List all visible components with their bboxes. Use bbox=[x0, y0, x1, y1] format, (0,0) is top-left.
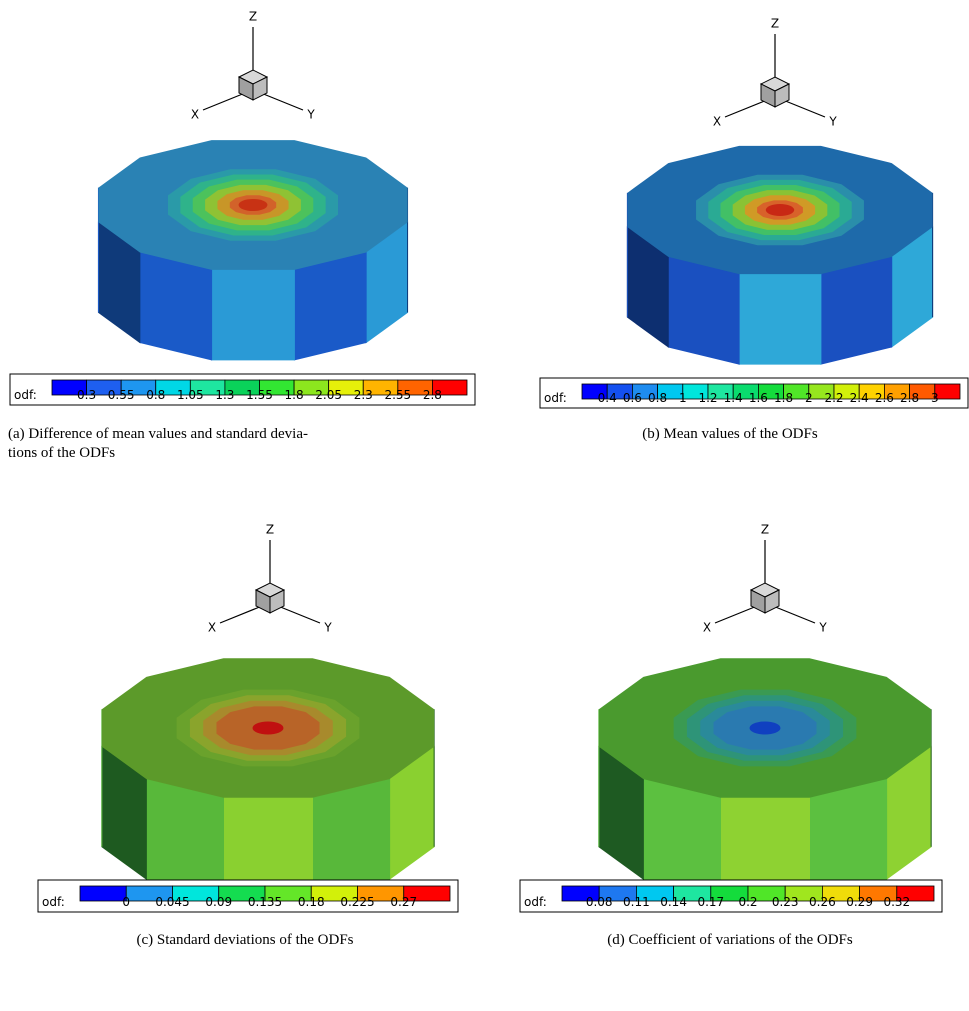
disc-render bbox=[627, 146, 932, 364]
colorbar-tick-label: 0.17 bbox=[697, 895, 724, 909]
disc-core bbox=[750, 721, 781, 734]
colorbar-tick-label: 3 bbox=[931, 391, 939, 405]
colorbar-tick-label: 0.135 bbox=[248, 895, 282, 909]
x-axis bbox=[725, 100, 767, 117]
colorbar-tick-label: 0.6 bbox=[623, 391, 642, 405]
colorbar-tick-label: 0.27 bbox=[390, 895, 417, 909]
axis-triad: Z X Y bbox=[191, 10, 315, 122]
colorbar-tick-label: 2.3 bbox=[354, 388, 373, 402]
colorbar-tick-label: 0.8 bbox=[146, 388, 165, 402]
colorbar: odf: 0 0.045 0.09 0.135 0.18 0.225 0.27 bbox=[38, 880, 458, 912]
caption: tions of the ODFs bbox=[8, 445, 115, 461]
x-label: X bbox=[703, 621, 711, 635]
caption: (b) Mean values of the ODFs bbox=[642, 426, 818, 442]
colorbar-tick-label: 0.18 bbox=[298, 895, 325, 909]
colorbar-tick-label: 2.2 bbox=[824, 391, 843, 405]
disc-render bbox=[599, 658, 931, 898]
colorbar-tick-label: 2.8 bbox=[900, 391, 919, 405]
colorbar-tick-label: 0.55 bbox=[108, 388, 135, 402]
axis-triad: Z X Y bbox=[703, 523, 827, 635]
colorbar-tick-label: 1.6 bbox=[749, 391, 768, 405]
caption: (a) Difference of mean values and standa… bbox=[8, 426, 308, 442]
colorbar-tick-label: 2.4 bbox=[850, 391, 869, 405]
x-label: X bbox=[713, 115, 721, 129]
y-label: Y bbox=[818, 621, 827, 635]
colorbar-tick-label: 0.3 bbox=[77, 388, 96, 402]
colorbar-label: odf: bbox=[14, 388, 37, 402]
y-axis bbox=[783, 100, 825, 117]
z-label: Z bbox=[266, 523, 274, 537]
colorbar-tick-label: 1.3 bbox=[215, 388, 234, 402]
colorbar-label: odf: bbox=[524, 895, 547, 909]
colorbar-tick-label: 0.26 bbox=[809, 895, 836, 909]
colorbar-tick-label: 2.8 bbox=[423, 388, 442, 402]
z-label: Z bbox=[761, 523, 769, 537]
x-label: X bbox=[208, 621, 216, 635]
colorbar: odf: 0.08 0.11 0.14 0.17 0.2 0.23 0.26 0.29 0.32 bbox=[520, 880, 942, 912]
caption: (c) Standard deviations of the ODFs bbox=[136, 932, 353, 948]
disc-side bbox=[294, 253, 366, 360]
colorbar-tick-label: 0.225 bbox=[340, 895, 374, 909]
colorbar-tick-label: 1.05 bbox=[177, 388, 204, 402]
colorbar-tick-label: 0.4 bbox=[598, 391, 617, 405]
colorbar-label: odf: bbox=[42, 895, 65, 909]
y-label: Y bbox=[828, 115, 837, 129]
colorbar-tick-label: 0.32 bbox=[883, 895, 910, 909]
z-label: Z bbox=[771, 17, 779, 31]
colorbar-tick-label: 0.29 bbox=[846, 895, 873, 909]
axis-triad: Z X Y bbox=[208, 523, 332, 635]
figure: Z X Yodf: 0.3 0.55 0.8 1.05 1.3 1.55 1.8 2.05 2.3 2.… bbox=[0, 0, 969, 1011]
colorbar-tick-label: 0.08 bbox=[586, 895, 613, 909]
colorbar-tick-label: 1.4 bbox=[724, 391, 743, 405]
colorbar-tick-label: 1.8 bbox=[285, 388, 304, 402]
y-axis bbox=[773, 606, 815, 623]
colorbar: odf: 0.4 0.6 0.8 1 1.2 1.4 1.6 1.8 2 2.2 2.4 2.6 2.8 3 bbox=[540, 378, 968, 408]
y-axis bbox=[278, 606, 320, 623]
colorbar-tick-label: 1.2 bbox=[698, 391, 717, 405]
disc-render bbox=[98, 140, 407, 360]
disc-core bbox=[766, 204, 794, 216]
colorbar-tick-label: 0.045 bbox=[155, 895, 189, 909]
colorbar-label: odf: bbox=[544, 391, 567, 405]
colorbar-swatch bbox=[80, 886, 126, 901]
disc-core bbox=[253, 721, 284, 734]
y-label: Y bbox=[306, 108, 315, 122]
y-label: Y bbox=[323, 621, 332, 635]
y-axis bbox=[261, 93, 303, 110]
x-axis bbox=[220, 606, 262, 623]
axis-triad: Z X Y bbox=[713, 17, 837, 129]
colorbar-tick-label: 0.11 bbox=[623, 895, 650, 909]
disc-side bbox=[739, 274, 821, 364]
colorbar-tick-label: 0.09 bbox=[205, 895, 232, 909]
colorbar-tick-label: 0.14 bbox=[660, 895, 687, 909]
colorbar-tick-label: 1.55 bbox=[246, 388, 273, 402]
colorbar-tick-label: 2 bbox=[805, 391, 813, 405]
disc-side bbox=[668, 257, 739, 364]
disc-render bbox=[102, 658, 434, 898]
x-axis bbox=[203, 93, 245, 110]
colorbar-tick-label: 0.23 bbox=[772, 895, 799, 909]
x-label: X bbox=[191, 108, 199, 122]
colorbar-tick-label: 2.55 bbox=[384, 388, 411, 402]
caption: (d) Coefficient of variations of the ODF… bbox=[607, 932, 853, 948]
colorbar-tick-label: 1.8 bbox=[774, 391, 793, 405]
disc-side bbox=[212, 270, 295, 360]
disc-core bbox=[239, 199, 268, 211]
colorbar-tick-label: 0 bbox=[122, 895, 130, 909]
colorbar: odf: 0.3 0.55 0.8 1.05 1.3 1.55 1.8 2.05 2.3 2.55 2… bbox=[10, 374, 475, 405]
colorbar-tick-label: 2.6 bbox=[875, 391, 894, 405]
colorbar-tick-label: 0.8 bbox=[648, 391, 667, 405]
disc-side bbox=[140, 253, 212, 360]
colorbar-tick-label: 0.2 bbox=[738, 895, 757, 909]
colorbar-tick-label: 1 bbox=[679, 391, 687, 405]
disc-side bbox=[821, 257, 892, 364]
z-label: Z bbox=[249, 10, 257, 24]
x-axis bbox=[715, 606, 757, 623]
colorbar-tick-label: 2.05 bbox=[315, 388, 342, 402]
